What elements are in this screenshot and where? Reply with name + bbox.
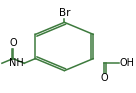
Text: OH: OH [119, 58, 134, 68]
Text: O: O [101, 73, 108, 84]
Text: O: O [9, 38, 17, 48]
Text: Br: Br [59, 8, 70, 18]
Text: NH: NH [9, 58, 24, 68]
